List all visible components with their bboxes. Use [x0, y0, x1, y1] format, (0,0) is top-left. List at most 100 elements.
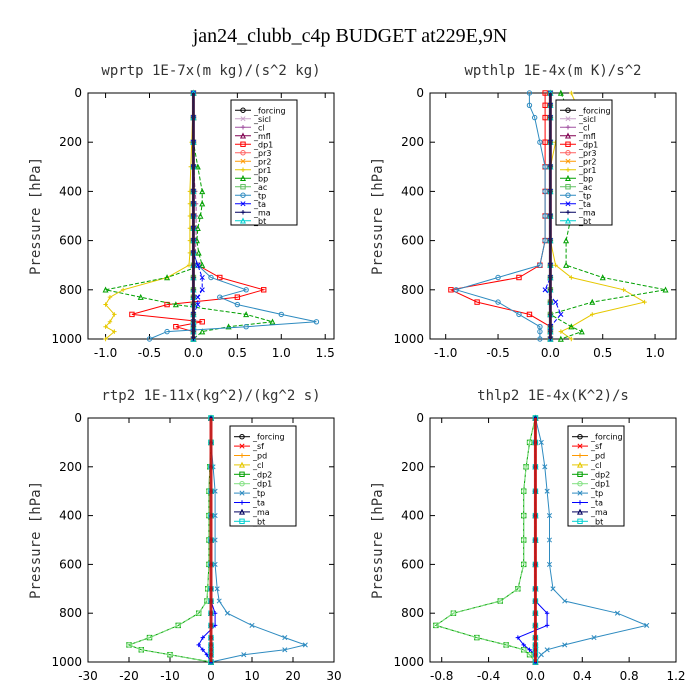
data-point: [102, 286, 109, 293]
series-line: [534, 417, 649, 663]
data-point: [521, 642, 526, 648]
legend-marker: [577, 453, 583, 458]
data-point: [199, 261, 206, 268]
legend-marker: [240, 158, 246, 164]
data-point: [199, 274, 205, 281]
legend-label: _dp2: [590, 470, 610, 479]
data-point: [453, 287, 459, 293]
legend-marker: [239, 217, 247, 224]
x-tick-label: -30: [78, 669, 98, 683]
data-point: [515, 635, 521, 640]
series-line: [127, 418, 212, 663]
data-point: [164, 274, 171, 281]
legend-label: _bt: [590, 517, 603, 526]
legend-marker: [239, 490, 245, 496]
legend-marker: [564, 174, 572, 181]
legend-label: _cl: [590, 461, 602, 470]
legend-label: _bt: [252, 517, 265, 526]
legend-marker: [240, 141, 246, 147]
legend-marker: [238, 508, 246, 515]
y-tick-label: 800: [401, 283, 424, 297]
legend-label: _pr2: [253, 157, 271, 166]
x-tick-label: 0.0: [526, 669, 545, 683]
data-point: [107, 319, 113, 324]
y-tick-label: 600: [59, 234, 82, 248]
data-point: [550, 586, 556, 592]
data-point: [523, 464, 529, 470]
data-point: [621, 287, 626, 292]
data-point: [175, 622, 181, 629]
data-point: [537, 328, 543, 335]
legend-label: _ma: [590, 508, 608, 517]
data-point: [269, 318, 276, 325]
legend-marker: [577, 481, 583, 487]
data-point: [261, 287, 267, 293]
legend-marker: [565, 116, 571, 122]
legend-label: _dp1: [253, 140, 273, 149]
series-dp2: [126, 415, 214, 665]
legend-marker: [577, 518, 583, 524]
data-point: [241, 652, 247, 658]
y-tick-label: 800: [59, 606, 82, 620]
data-point: [195, 262, 201, 268]
data-point: [542, 213, 548, 219]
x-tick-label: -0.5: [486, 346, 509, 360]
data-point: [526, 90, 533, 96]
data-point: [126, 642, 132, 648]
x-tick-label: 1.5: [316, 346, 335, 360]
legend-label: _ta: [590, 499, 603, 508]
plot-frame: [429, 417, 677, 663]
data-point: [146, 634, 153, 641]
y-tick-label: 0: [74, 411, 82, 425]
data-point: [557, 89, 564, 96]
legend-label: _mfl: [578, 132, 596, 141]
legend-marker: [240, 184, 246, 190]
data-point: [538, 439, 544, 445]
x-tick-label: 0.5: [593, 346, 612, 360]
legend-label: _cl: [252, 461, 264, 470]
legend-marker: [240, 125, 246, 130]
data-point: [516, 311, 522, 318]
data-point: [599, 274, 606, 281]
data-point: [568, 323, 575, 330]
data-point: [195, 249, 202, 256]
legend-marker: [565, 107, 571, 113]
legend-marker: [565, 184, 571, 190]
legend-label: _ac: [578, 183, 592, 192]
legend-label: _pr3: [253, 149, 271, 158]
y-tick-label: 200: [401, 135, 424, 149]
legend-marker: [565, 150, 571, 156]
data-point: [112, 312, 117, 317]
data-point: [562, 642, 568, 648]
data-point: [497, 598, 503, 604]
data-point: [557, 335, 564, 342]
legend-marker: [577, 471, 583, 478]
legend-marker: [240, 210, 246, 215]
legend-marker: [240, 150, 246, 156]
y-tick-label: 200: [59, 460, 82, 474]
data-point: [537, 262, 543, 268]
legend-label: _sicl: [253, 115, 271, 124]
y-tick-label: 400: [401, 509, 424, 523]
data-point: [662, 286, 669, 293]
legend-label: _forcing: [590, 433, 623, 442]
legend-label: _tp: [253, 191, 266, 200]
legend-label: _ta: [578, 200, 591, 209]
y-tick-label: 800: [401, 606, 424, 620]
data-point: [589, 298, 596, 305]
data-point: [224, 610, 230, 616]
legend-label: _ta: [252, 499, 265, 508]
data-point: [569, 336, 574, 342]
series-pr1: [103, 90, 196, 342]
chart-panel-3: rtp2 1E-11x(kg^2)/(kg^2 s) Pressure [hPa]…: [28, 388, 342, 683]
data-point: [542, 114, 548, 121]
data-point: [642, 299, 647, 305]
legend-label: _cl: [253, 123, 265, 132]
legend: _forcing_sicl_cl_mfl_dp1_pr3_pr2_pr1_bp_…: [230, 99, 298, 226]
series-line: [104, 92, 194, 340]
legend-label: _bt: [578, 217, 591, 226]
legend: _forcing_sf_pd_cl_dp2_dp1_tp_ta_ma_bt: [567, 425, 625, 527]
legend-marker: [238, 461, 246, 468]
y-tick-label: 400: [59, 509, 82, 523]
legend-label: _forcing: [252, 433, 285, 442]
